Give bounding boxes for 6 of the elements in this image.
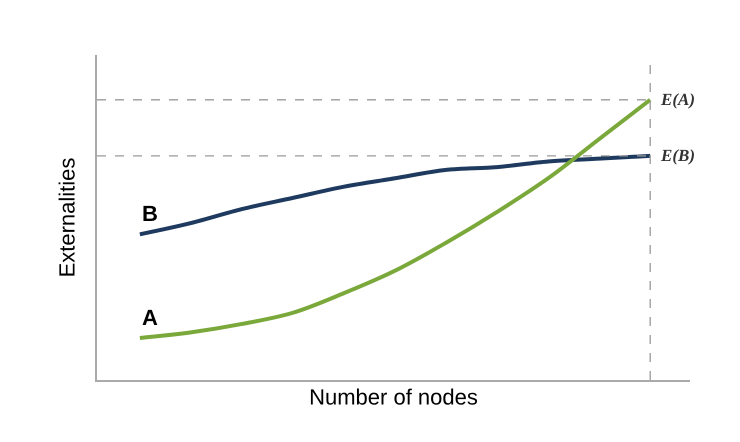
series-label: B — [142, 201, 158, 226]
y-axis-title: Externalities — [54, 158, 80, 278]
ref-line-label: E(B) — [660, 146, 695, 165]
x-axis-title: Number of nodes — [309, 384, 478, 410]
ref-line-label: E(A) — [660, 90, 695, 109]
series-label: A — [142, 305, 158, 330]
